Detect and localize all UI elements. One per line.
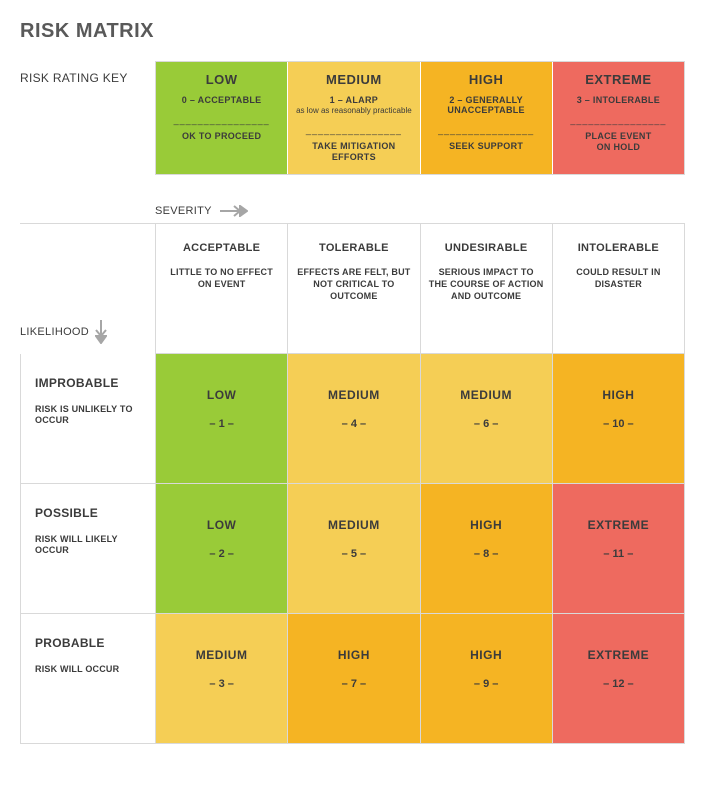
key-cell-divider: ________________	[294, 125, 413, 135]
risk-score: – 2 –	[164, 548, 279, 560]
risk-score: – 12 –	[561, 678, 676, 690]
risk-level: MEDIUM	[296, 388, 411, 402]
risk-cell-r1-c1: MEDIUM – 5 –	[288, 484, 420, 614]
likelihood-title: PROBABLE	[35, 636, 145, 650]
likelihood-desc: RISK WILL OCCUR	[35, 664, 145, 676]
likelihood-improbable: IMPROBABLE RISK IS UNLIKELY TO OCCUR	[20, 354, 155, 484]
key-cell-extreme: EXTREME 3 – INTOLERABLE ________________ PL…	[553, 62, 684, 174]
likelihood-desc: RISK IS UNLIKELY TO OCCUR	[35, 404, 145, 427]
risk-score: – 9 –	[429, 678, 544, 690]
key-cell-code: 1 – ALARP	[294, 95, 413, 105]
page-title: RISK MATRIX	[20, 20, 685, 43]
risk-score: – 5 –	[296, 548, 411, 560]
risk-matrix-grid: LIKELIHOOD IMPROBABLE RISK IS UNLIKELY TO…	[20, 223, 685, 744]
risk-level: LOW	[164, 388, 279, 402]
key-cell-title: HIGH	[427, 72, 546, 87]
likelihood-title: POSSIBLE	[35, 506, 145, 520]
risk-score: – 11 –	[561, 548, 676, 560]
risk-cell-r2-c2: HIGH – 9 –	[421, 614, 553, 744]
risk-score: – 10 –	[561, 418, 676, 430]
risk-level: MEDIUM	[164, 648, 279, 662]
key-cell-action: TAKE MITIGATIONEFFORTS	[294, 141, 413, 164]
arrow-down-icon	[95, 320, 107, 344]
risk-score: – 6 –	[429, 418, 544, 430]
risk-score: – 3 –	[164, 678, 279, 690]
severity-title: INTOLERABLE	[561, 242, 676, 254]
risk-level: EXTREME	[561, 518, 676, 532]
risk-level: HIGH	[561, 388, 676, 402]
risk-cell-r2-c1: HIGH – 7 –	[288, 614, 420, 744]
risk-score: – 7 –	[296, 678, 411, 690]
key-cell-action: OK TO PROCEED	[162, 131, 281, 142]
severity-label: SEVERITY	[155, 205, 212, 217]
risk-cell-r2-c3: EXTREME – 12 –	[553, 614, 685, 744]
risk-cell-r0-c3: HIGH – 10 –	[553, 354, 685, 484]
risk-cell-r0-c0: LOW – 1 –	[155, 354, 288, 484]
likelihood-probable: PROBABLE RISK WILL OCCUR	[20, 614, 155, 744]
risk-cell-r2-c0: MEDIUM – 3 –	[155, 614, 288, 744]
key-label: RISK RATING KEY	[20, 61, 155, 175]
key-cell-divider: ________________	[427, 125, 546, 135]
severity-tolerable: TOLERABLE EFFECTS ARE FELT, BUT NOT CRITI…	[288, 224, 420, 354]
severity-intolerable: INTOLERABLE COULD RESULT IN DISASTER	[553, 224, 685, 354]
severity-desc: EFFECTS ARE FELT, BUT NOT CRITICAL TO OU…	[296, 266, 411, 302]
likelihood-desc: RISK WILL LIKELY OCCUR	[35, 534, 145, 557]
key-cell-title: LOW	[162, 72, 281, 87]
key-cell-divider: ________________	[162, 115, 281, 125]
risk-cell-r1-c3: EXTREME – 11 –	[553, 484, 685, 614]
key-cell-note: as low as reasonably practicable	[294, 106, 413, 115]
risk-cell-r0-c1: MEDIUM – 4 –	[288, 354, 420, 484]
key-cell-code: 2 – GENERALLY UNACCEPTABLE	[427, 95, 546, 115]
severity-title: ACCEPTABLE	[164, 242, 279, 254]
key-cell-action: SEEK SUPPORT	[427, 141, 546, 152]
likelihood-label: LIKELIHOOD	[20, 326, 89, 338]
key-cell-low: LOW 0 – ACCEPTABLE ________________ OK TO P…	[156, 62, 288, 174]
risk-score: – 4 –	[296, 418, 411, 430]
risk-rating-key: RISK RATING KEY LOW 0 – ACCEPTABLE _______…	[20, 61, 685, 175]
severity-desc: SERIOUS IMPACT TO THE COURSE OF ACTION A…	[429, 266, 544, 302]
risk-level: HIGH	[429, 648, 544, 662]
key-cell-action: PLACE EVENTON HOLD	[559, 131, 678, 154]
key-cell-title: EXTREME	[559, 72, 678, 87]
risk-level: EXTREME	[561, 648, 676, 662]
severity-title: TOLERABLE	[296, 242, 411, 254]
risk-level: HIGH	[429, 518, 544, 532]
likelihood-possible: POSSIBLE RISK WILL LIKELY OCCUR	[20, 484, 155, 614]
risk-cell-r1-c0: LOW – 2 –	[155, 484, 288, 614]
risk-level: HIGH	[296, 648, 411, 662]
severity-desc: COULD RESULT IN DISASTER	[561, 266, 676, 290]
severity-axis: SEVERITY	[20, 205, 685, 217]
key-cell-medium: MEDIUM 1 – ALARPas low as reasonably prac…	[288, 62, 420, 174]
risk-level: MEDIUM	[429, 388, 544, 402]
risk-level: MEDIUM	[296, 518, 411, 532]
risk-cell-r0-c2: MEDIUM – 6 –	[421, 354, 553, 484]
severity-desc: LITTLE TO NO EFFECT ON EVENT	[164, 266, 279, 290]
risk-score: – 1 –	[164, 418, 279, 430]
key-cell-code: 0 – ACCEPTABLE	[162, 95, 281, 105]
severity-undesirable: UNDESIRABLE SERIOUS IMPACT TO THE COURSE …	[421, 224, 553, 354]
key-cell-code: 3 – INTOLERABLE	[559, 95, 678, 105]
risk-cell-r1-c2: HIGH – 8 –	[421, 484, 553, 614]
key-cell-title: MEDIUM	[294, 72, 413, 87]
key-cell-divider: ________________	[559, 115, 678, 125]
severity-acceptable: ACCEPTABLE LITTLE TO NO EFFECT ON EVENT	[155, 224, 288, 354]
key-cell-high: HIGH 2 – GENERALLY UNACCEPTABLE __________…	[421, 62, 553, 174]
risk-score: – 8 –	[429, 548, 544, 560]
likelihood-title: IMPROBABLE	[35, 376, 145, 390]
arrow-right-icon	[220, 205, 248, 217]
risk-level: LOW	[164, 518, 279, 532]
severity-title: UNDESIRABLE	[429, 242, 544, 254]
